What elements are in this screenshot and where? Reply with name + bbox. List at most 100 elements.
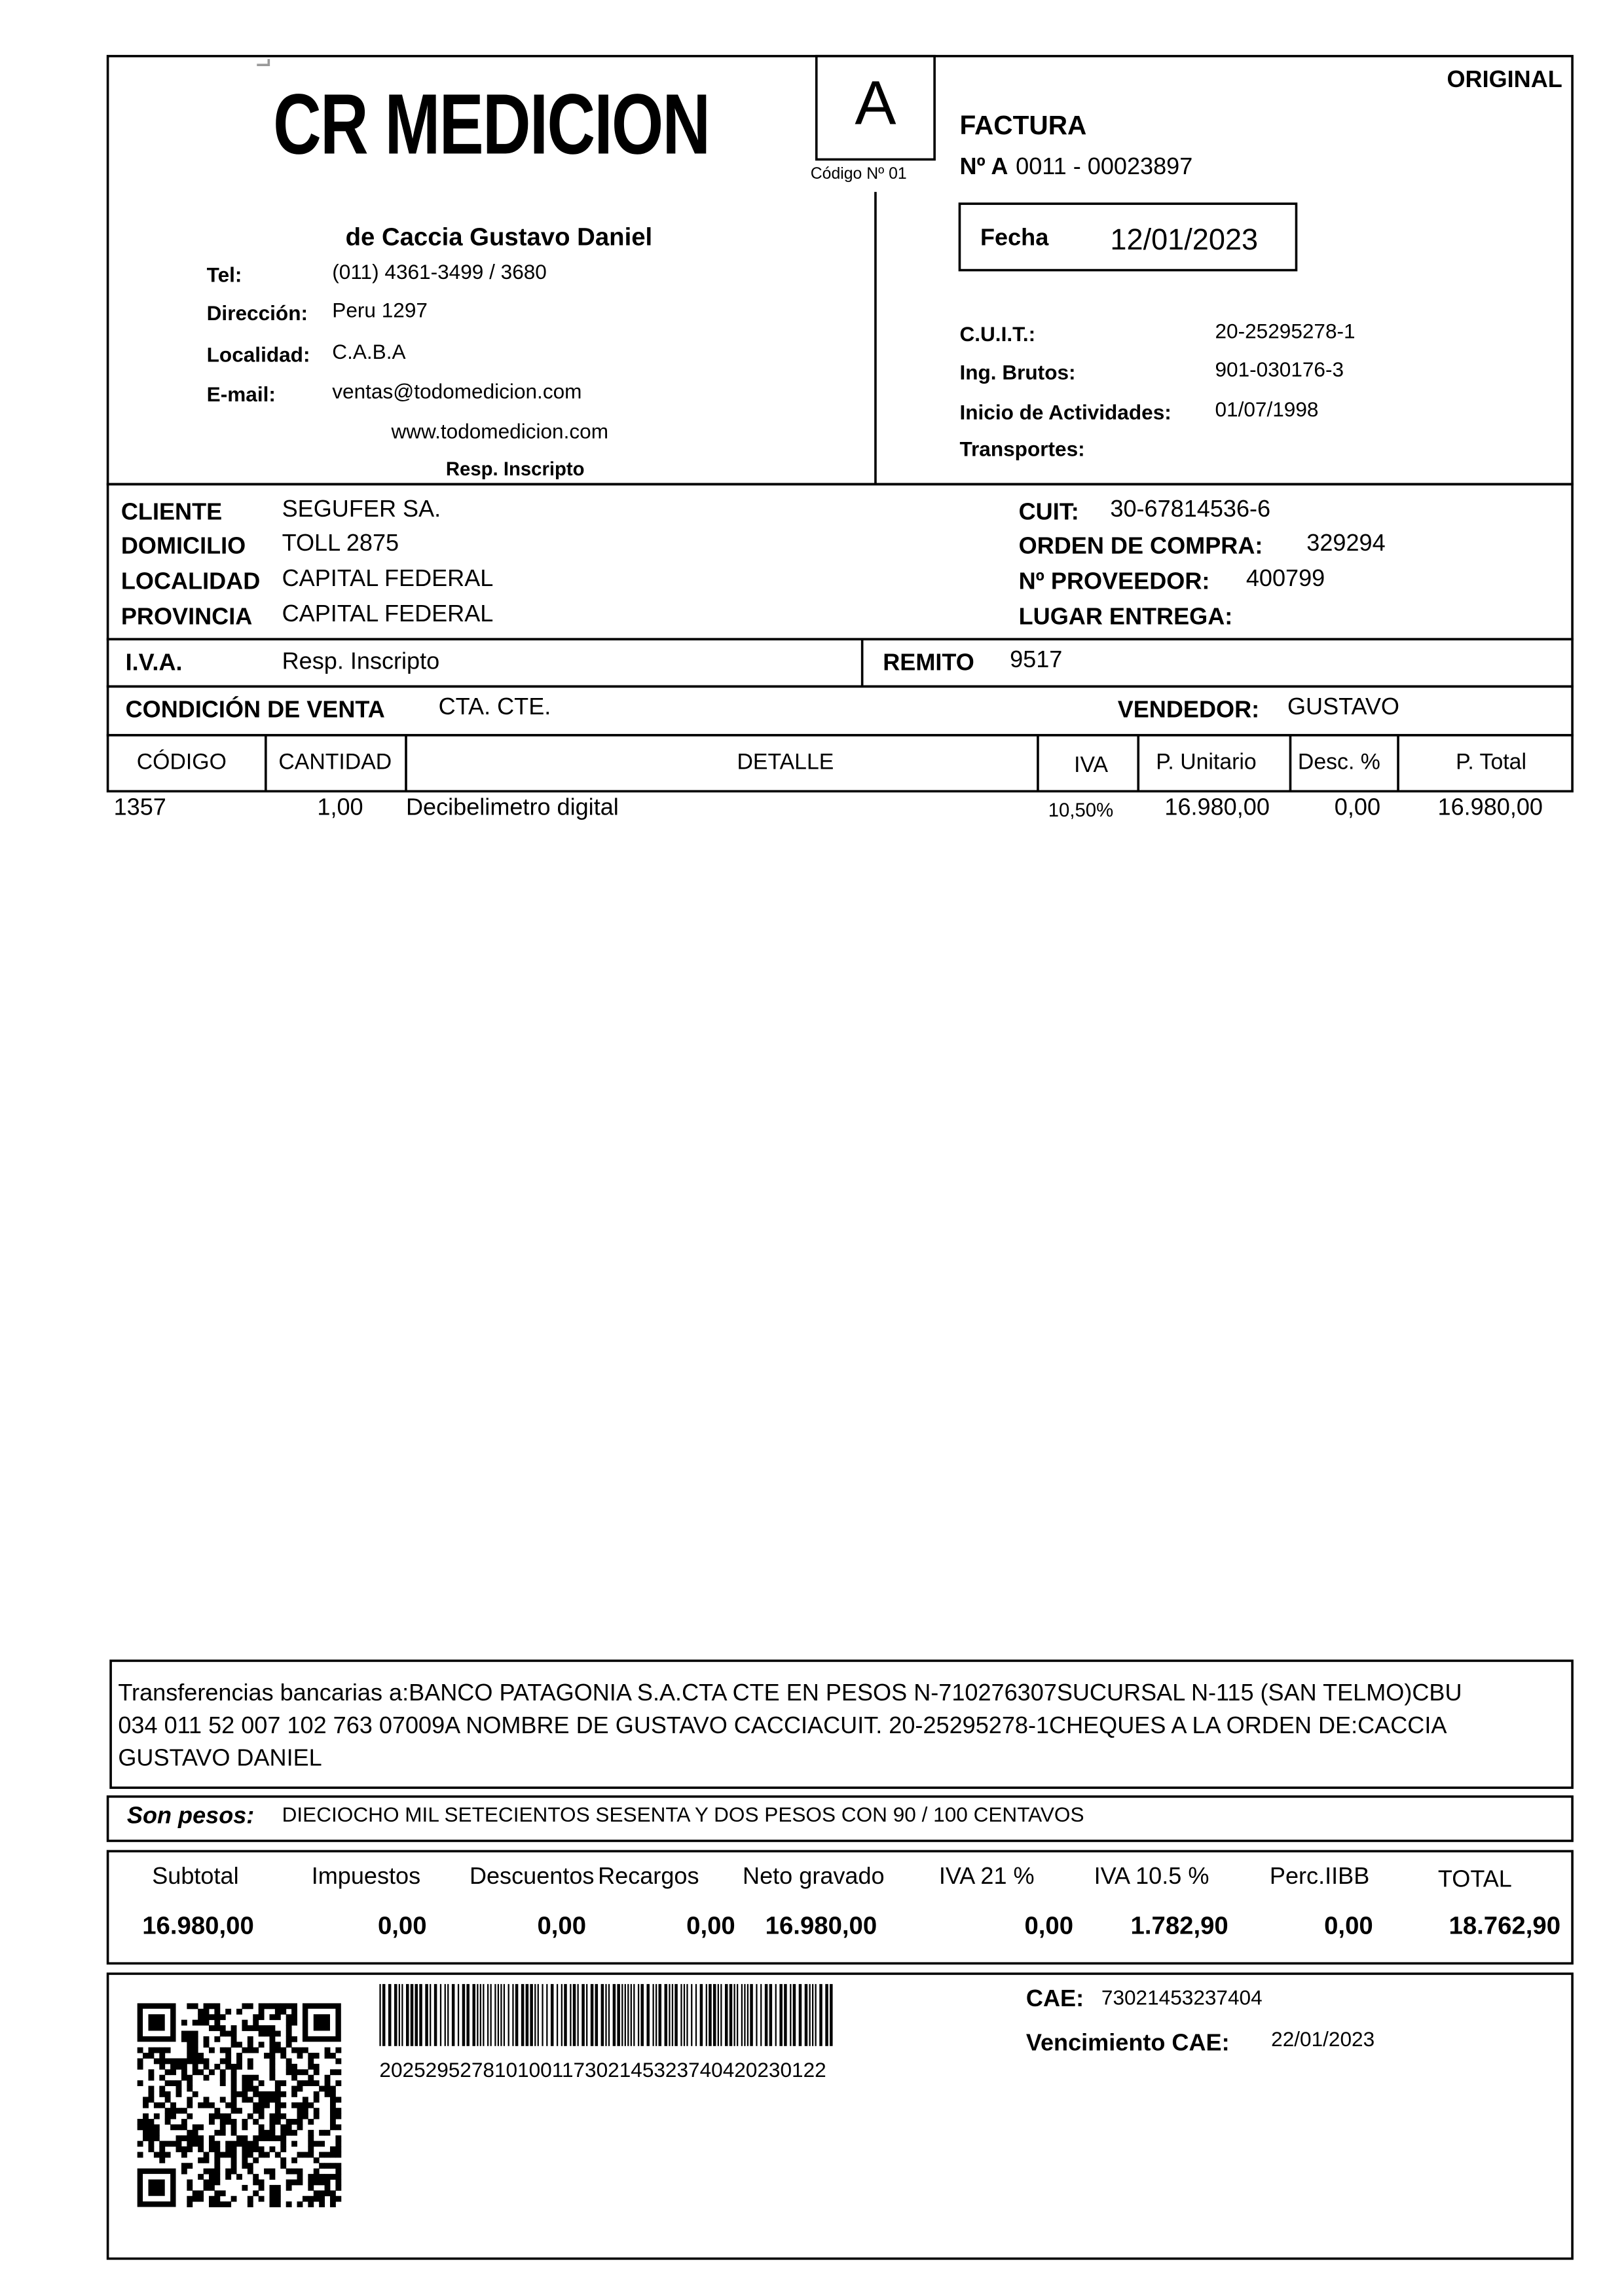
graphic bbox=[148, 2074, 155, 2081]
condition-value: CTA. CTE. bbox=[438, 695, 551, 721]
graphic bbox=[274, 2097, 281, 2103]
graphic bbox=[324, 2091, 331, 2097]
graphic bbox=[291, 2168, 297, 2175]
graphic bbox=[729, 1984, 733, 2046]
graphic bbox=[258, 2014, 265, 2021]
graphic bbox=[236, 2063, 242, 2070]
graphic bbox=[494, 1984, 496, 2046]
graphic bbox=[291, 2179, 297, 2186]
date-label: Fecha bbox=[980, 226, 1049, 251]
graphic bbox=[329, 2190, 336, 2197]
contact-label: Tel: bbox=[206, 263, 242, 287]
graphic bbox=[181, 2074, 187, 2081]
graphic bbox=[319, 2140, 325, 2147]
graphic bbox=[159, 2102, 166, 2108]
cae-due: 22/01/2023 bbox=[1271, 2027, 1375, 2051]
graphic bbox=[335, 2058, 342, 2065]
client-label: DOMICILIO bbox=[120, 534, 246, 560]
graphic bbox=[181, 2069, 187, 2076]
graphic bbox=[425, 1984, 428, 2046]
graphic bbox=[214, 2195, 221, 2202]
graphic bbox=[208, 2113, 215, 2120]
cell-iva: 10,50% bbox=[1048, 798, 1114, 821]
graphic bbox=[274, 2085, 281, 2092]
graphic bbox=[187, 2113, 193, 2120]
graphic bbox=[297, 2047, 303, 2053]
graphic bbox=[313, 2108, 320, 2114]
graphic bbox=[612, 1984, 616, 2046]
graphic bbox=[153, 2047, 160, 2053]
graphic bbox=[329, 2163, 336, 2169]
graphic bbox=[280, 2080, 287, 2087]
graphic bbox=[153, 2129, 160, 2136]
graphic bbox=[335, 2140, 342, 2147]
graphic bbox=[208, 2179, 215, 2186]
fiscal-value: 20-25295278-1 bbox=[1215, 319, 1356, 343]
graphic bbox=[308, 2179, 314, 2186]
graphic bbox=[231, 2108, 237, 2114]
graphic bbox=[192, 2053, 198, 2059]
graphic bbox=[258, 2030, 265, 2037]
graphic bbox=[269, 2124, 276, 2131]
graphic bbox=[329, 2124, 336, 2131]
graphic bbox=[313, 2080, 320, 2087]
graphic bbox=[335, 2097, 342, 2103]
graphic bbox=[258, 2091, 265, 2097]
graphic bbox=[159, 2085, 166, 2092]
graphic bbox=[329, 2201, 336, 2207]
graphic bbox=[280, 2140, 287, 2147]
remito-label: REMITO bbox=[883, 651, 974, 677]
graphic bbox=[335, 2195, 342, 2202]
graphic bbox=[564, 1984, 567, 2046]
graphic bbox=[225, 2047, 232, 2053]
graphic bbox=[225, 2113, 232, 2120]
graphic bbox=[148, 2129, 155, 2136]
graphic bbox=[258, 2124, 265, 2131]
graphic bbox=[274, 2119, 281, 2125]
total-label: Recargos bbox=[598, 1864, 699, 1890]
graphic bbox=[219, 2047, 226, 2053]
graphic bbox=[324, 2080, 331, 2087]
graphic bbox=[264, 2003, 270, 2010]
graphic bbox=[286, 2184, 292, 2191]
graphic bbox=[302, 2047, 308, 2053]
graphic bbox=[231, 2091, 237, 2097]
graphic bbox=[187, 2003, 193, 2010]
graphic bbox=[308, 2135, 314, 2142]
graphic bbox=[153, 2113, 160, 2120]
graphic bbox=[175, 2135, 182, 2142]
graphic bbox=[159, 2152, 166, 2158]
graphic bbox=[187, 2074, 193, 2081]
graphic bbox=[490, 1984, 492, 2046]
graphic bbox=[472, 1984, 475, 2046]
graphic bbox=[225, 2201, 232, 2207]
graphic bbox=[274, 2003, 281, 2010]
graphic bbox=[153, 2058, 160, 2065]
graphic bbox=[225, 2174, 232, 2180]
graphic bbox=[269, 2003, 276, 2010]
graphic bbox=[291, 2085, 297, 2092]
graphic bbox=[319, 2179, 325, 2186]
graphic bbox=[203, 2014, 210, 2021]
graphic bbox=[181, 2124, 187, 2131]
graphic bbox=[335, 2080, 342, 2087]
graphic bbox=[242, 2163, 248, 2169]
graphic bbox=[203, 2102, 210, 2108]
graphic bbox=[253, 2190, 259, 2197]
graphic bbox=[669, 1984, 671, 2046]
graphic bbox=[709, 1984, 712, 2046]
qr-code bbox=[137, 2003, 342, 2207]
graphic bbox=[671, 1984, 674, 2046]
graphic bbox=[225, 2053, 232, 2059]
graphic bbox=[187, 2140, 193, 2147]
column-dividers bbox=[265, 735, 1399, 792]
graphic bbox=[170, 2124, 176, 2131]
graphic bbox=[159, 2063, 166, 2070]
graphic bbox=[242, 2025, 248, 2031]
graphic bbox=[329, 2195, 336, 2202]
graphic bbox=[219, 2074, 226, 2081]
graphic bbox=[231, 2119, 237, 2125]
graphic bbox=[274, 2184, 281, 2191]
graphic bbox=[148, 2179, 165, 2196]
graphic bbox=[297, 2168, 303, 2175]
